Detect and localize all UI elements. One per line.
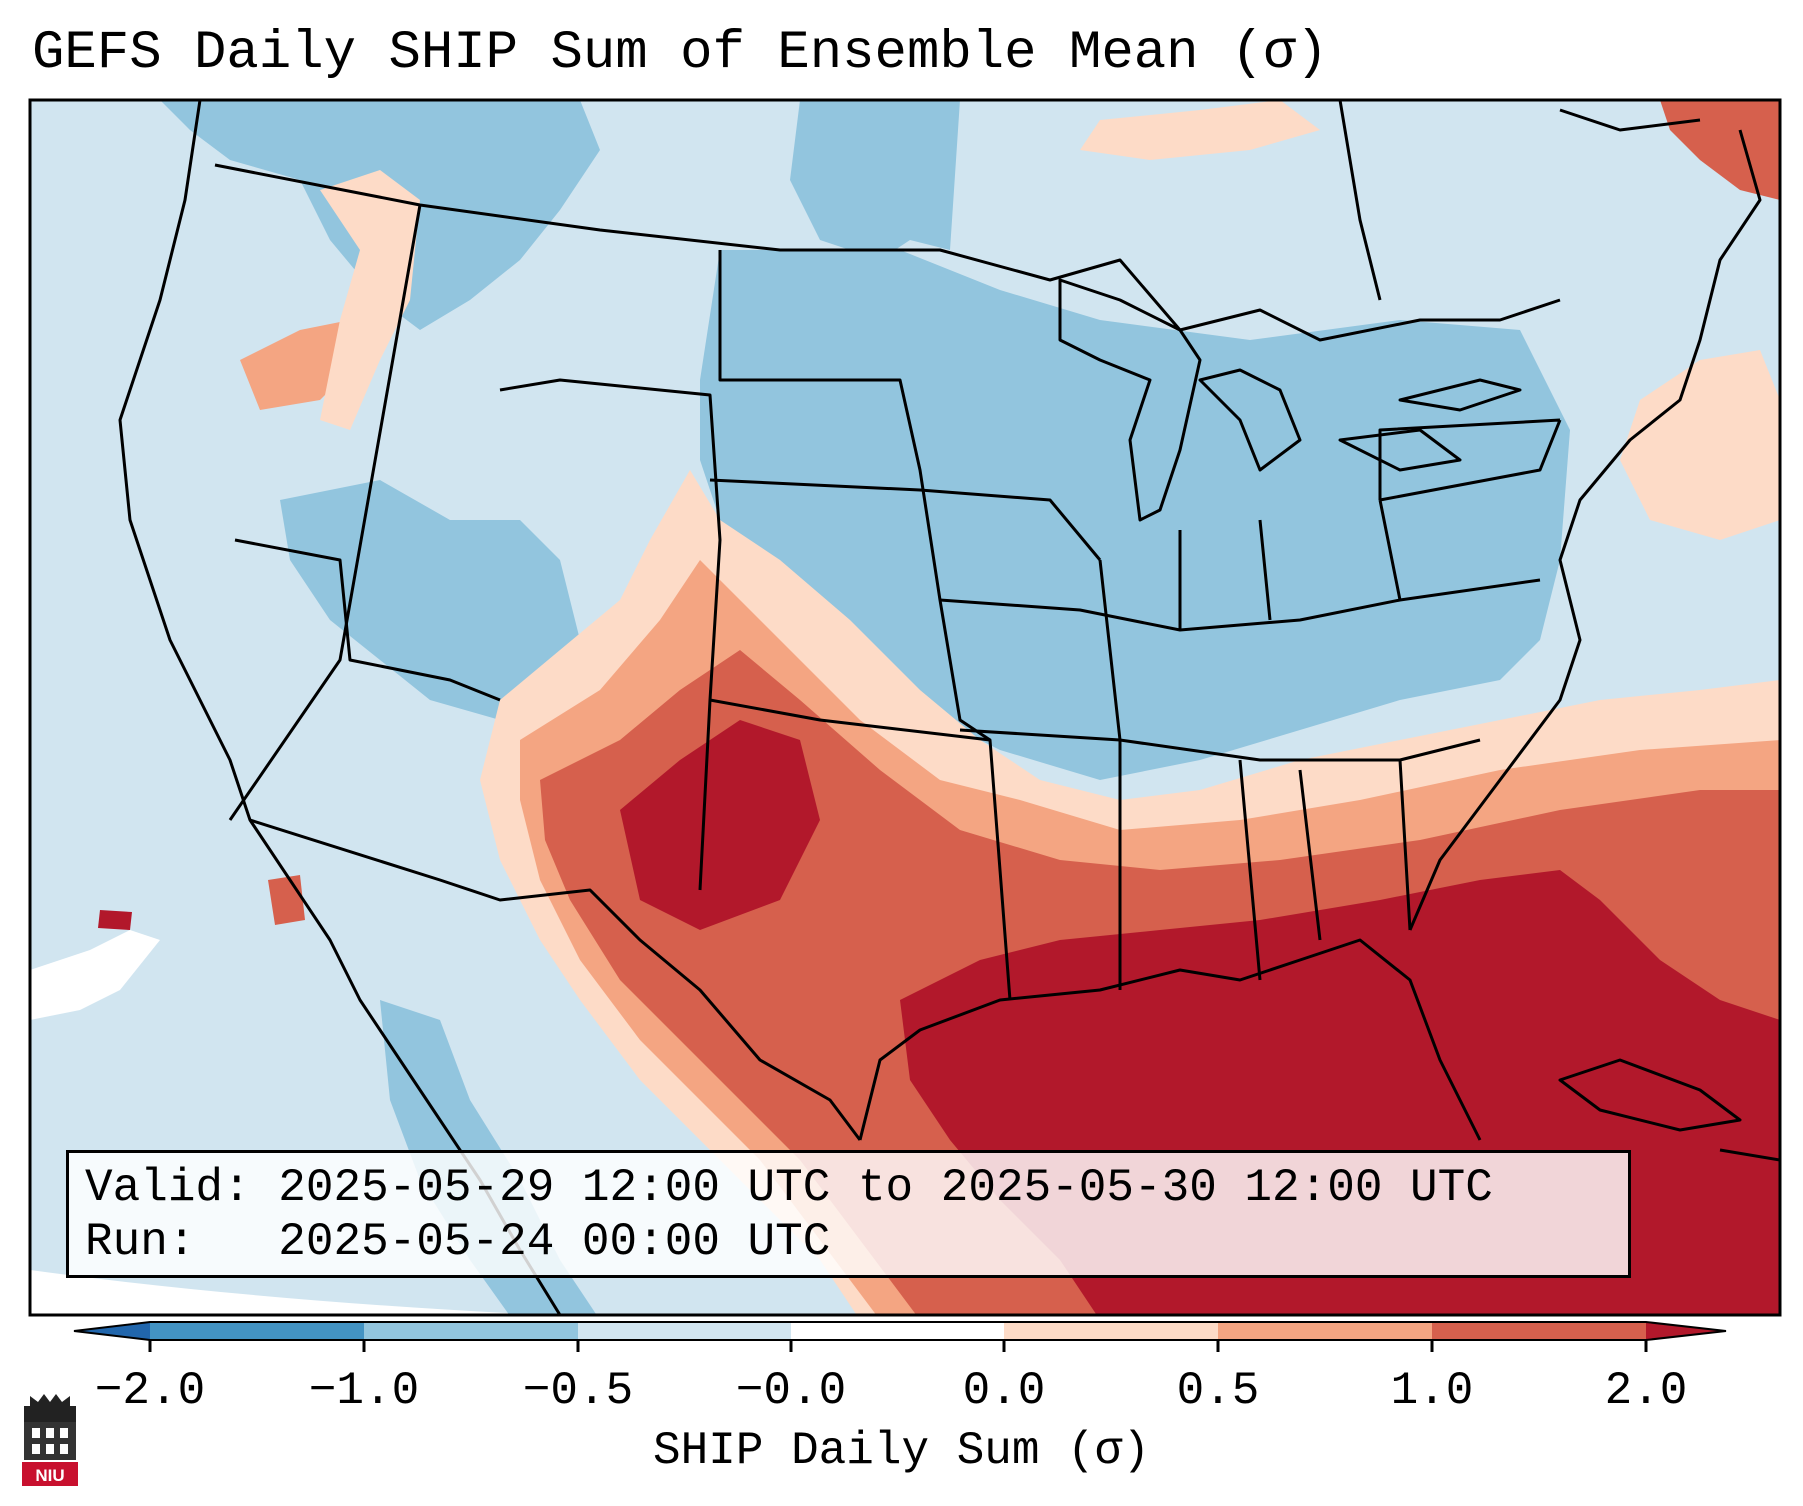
atlantic-coastline: [1408, 129, 1762, 931]
run-value: 2025-05-24 00:00 UTC: [278, 1216, 831, 1268]
anomaly-region-light-red-canada: [1080, 100, 1320, 160]
state-line-texas: [709, 698, 1012, 1001]
map-frame: [28, 98, 1782, 1317]
caribbean-islands: [1558, 1058, 1780, 1162]
anomaly-region-extreme-red: [620, 720, 820, 930]
colorbar-tick-label: 2.0: [1604, 1365, 1688, 1417]
colorbar-tick-label: −2.0: [94, 1365, 206, 1417]
state-line-rockies: [228, 204, 422, 821]
state-line-southeast: [1118, 740, 1412, 990]
run-line: Run: 2025-05-24 00:00 UTC: [85, 1215, 1614, 1269]
state-line-midwest: [939, 578, 1541, 632]
map-panel: [28, 98, 1782, 1317]
logo-text: NIU: [35, 1466, 64, 1485]
info-box: Valid: 2025-05-29 12:00 UTC to 2025-05-3…: [66, 1150, 1631, 1278]
valid-label: Valid:: [85, 1162, 251, 1214]
state-line-plains-central: [709, 478, 1102, 561]
valid-value: 2025-05-29 12:00 UTC to 2025-05-30 12:00…: [278, 1162, 1493, 1214]
hudson-region: [1338, 100, 1701, 301]
anomaly-region-dark-red-maritimes: [1660, 100, 1780, 200]
anomaly-region-blue-midwest-east: [700, 250, 1570, 780]
great-lakes: [1058, 278, 1522, 522]
state-line-four-corners: [499, 378, 722, 891]
colorbar-label: SHIP Daily Sum (σ): [653, 1425, 1150, 1477]
gulf-coastline: [858, 938, 1482, 1141]
colorbar-tick-label: 0.0: [962, 1365, 1046, 1417]
state-line-great-basin: [234, 538, 501, 702]
niu-logo-icon: NIU: [22, 1394, 78, 1486]
colorbar-tick-label: −0.0: [735, 1365, 847, 1417]
anomaly-region-light-red-atlantic: [1620, 350, 1780, 540]
anomaly-region-blue-great-basin: [280, 480, 580, 720]
anomaly-region-red-pacific-spot: [98, 910, 132, 930]
state-line-ohio-valley: [1098, 499, 1402, 741]
state-line-south: [959, 728, 1481, 762]
anomaly-region-light-red-cascades: [320, 170, 420, 430]
state-line-northeast: [1378, 418, 1562, 502]
state-line-plains-north: [718, 250, 991, 742]
mexico-border: [249, 818, 862, 1141]
colorbar-tick-label: −0.5: [522, 1365, 634, 1417]
colorbar-tick-label: 1.0: [1390, 1365, 1474, 1417]
anomaly-region-neutral-pacific: [30, 930, 160, 1020]
anomaly-region-blue-northern-plains: [790, 100, 960, 260]
valid-line: Valid: 2025-05-29 12:00 UTC to 2025-05-3…: [85, 1161, 1614, 1215]
canada-border: [214, 163, 1561, 342]
map-title: GEFS Daily SHIP Sum of Ensemble Mean (σ): [32, 23, 1329, 84]
colorbar-tick-label: −1.0: [308, 1365, 420, 1417]
colorbar-tick-label: 0.5: [1176, 1365, 1260, 1417]
run-label: Run:: [85, 1216, 196, 1268]
